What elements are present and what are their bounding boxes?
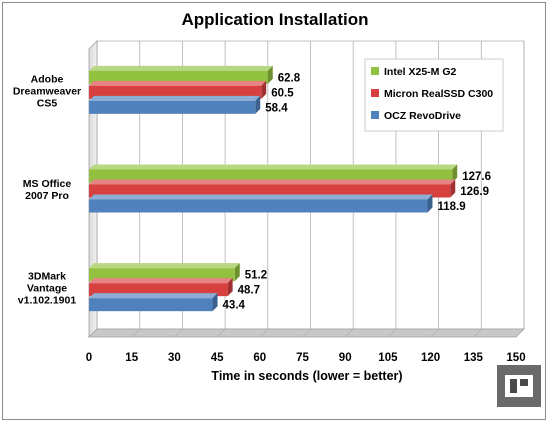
x-tick-label: 135 [464,352,484,364]
bar-end-face [234,263,240,282]
chart-frame: Application Installation 0 15 30 45 60 75 90 10… [2,2,546,420]
bar [89,85,262,99]
bar-end-face [212,293,218,312]
gridline-floor [515,328,525,338]
bar [89,199,428,213]
x-tick-label: 90 [339,352,352,364]
bar [89,70,268,84]
data-label: 126.9 [460,186,489,198]
data-label: 62.8 [278,72,301,84]
gridline-floor [131,328,140,338]
bar-end-face [267,65,273,84]
bar-end-face [452,164,458,183]
y-category-label: MS Office 2007 Pro [23,178,72,202]
bar-top-face [89,95,261,101]
legend-label: Micron RealSSD C300 [384,88,493,100]
legend-swatch [371,67,379,75]
bar-end-face [255,95,261,114]
data-label: 51.2 [245,270,267,282]
legend-swatch [371,111,379,119]
bar-top-face [89,164,458,170]
gridline-floor [473,328,482,338]
x-tick-label: 0 [86,352,92,364]
y-category-label: 3DMark Vantage v1.102.1901 [18,271,77,307]
data-label: 48.7 [238,285,260,297]
bar-top-face [89,278,233,284]
gridline-floor [216,328,226,338]
bar-chart: Application Installation 0 15 30 45 60 75 90 10… [13,10,541,407]
bar-end-face [261,80,267,99]
data-label: 60.5 [271,87,294,99]
bar-top-face [89,179,456,185]
y-category-label: Adobe Dreamweaver CS5 [13,73,81,109]
bar [89,268,235,282]
x-tick-label: 45 [211,352,224,364]
logo-inner [505,375,533,397]
legend-label: Intel X25-M G2 [384,66,457,78]
x-tick-label: 30 [168,352,181,364]
x-tick-label: 60 [253,352,266,364]
bar-top-face [89,194,433,200]
x-tick-label: 150 [506,352,525,364]
legit-reviews-logo [497,365,541,407]
logo-glyph [510,379,528,393]
bar [89,169,453,183]
x-tick-label: 120 [421,352,440,364]
data-label: 118.9 [437,201,465,213]
bar-top-face [89,293,218,299]
gridline-floor [430,328,439,338]
legend-swatch [371,89,379,97]
x-tick-label: 105 [378,352,398,364]
bar-top-face [89,263,240,269]
bar [89,283,228,297]
data-label: 43.4 [223,300,246,312]
gridline-floor [387,328,397,338]
x-tick-label: 15 [125,352,138,364]
legend-label: OCZ RevoDrive [384,110,461,122]
bar [89,100,256,114]
bar-end-face [427,194,433,213]
data-label: 58.4 [265,102,288,114]
bar-top-face [89,80,267,86]
gridline-floor [174,328,183,338]
legend: Intel X25-M G2 Micron RealSSD C300 OCZ Rev… [364,58,504,132]
legend-box [364,58,504,132]
gridline-floor [344,328,354,338]
data-label: 127.6 [462,171,491,183]
bar-end-face [227,278,233,297]
bar [89,298,213,312]
chart-title: Application Installation [181,10,368,29]
bar-end-face [450,179,456,198]
bar [89,184,451,198]
gridline-floor [302,328,311,338]
bar-top-face [89,65,273,71]
gridline-floor [259,328,269,338]
x-tick-label: 75 [296,352,309,364]
x-axis-label: Time in seconds (lower = better) [211,369,402,383]
